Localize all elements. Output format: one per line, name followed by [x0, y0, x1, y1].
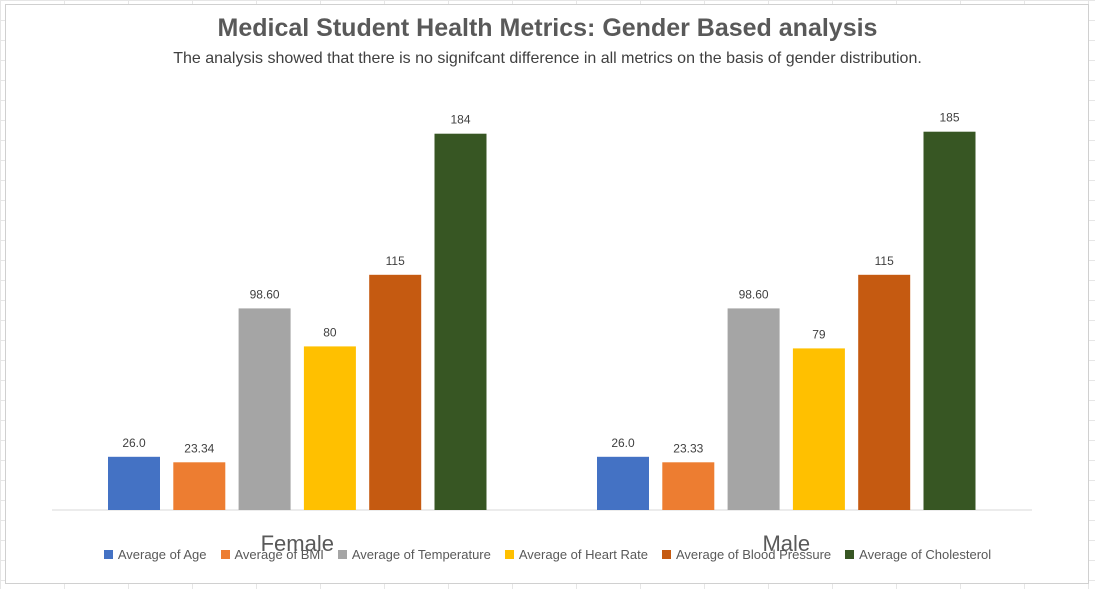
bar[interactable]: [303, 346, 356, 510]
bar[interactable]: [858, 274, 911, 510]
legend-item[interactable]: Average of Temperature: [337, 547, 491, 562]
legend-swatch: [337, 550, 347, 559]
data-label: 98.60: [250, 287, 280, 301]
legend-swatch: [103, 550, 113, 559]
data-label: 79: [812, 327, 826, 341]
legend-item[interactable]: Average of Age: [103, 547, 207, 562]
bar[interactable]: [108, 456, 160, 510]
data-label: 26.0: [122, 436, 146, 450]
legend-swatch: [845, 550, 855, 559]
data-label: 184: [450, 113, 470, 127]
legend-item[interactable]: Average of Heart Rate: [504, 547, 648, 562]
legend-swatch: [504, 550, 514, 559]
legend-label: Average of Temperature: [351, 547, 491, 562]
legend-label: Average of Heart Rate: [518, 547, 648, 562]
bar[interactable]: [434, 133, 487, 510]
data-label: 98.60: [739, 287, 769, 301]
chart-title: Medical Student Health Metrics: Gender B…: [217, 14, 878, 42]
legend-swatch: [220, 550, 230, 559]
bar[interactable]: [173, 462, 226, 510]
data-label: 80: [323, 325, 337, 339]
bar[interactable]: [662, 462, 715, 510]
legend-label: Average of Blood Pressure: [676, 547, 832, 562]
bar[interactable]: [792, 348, 845, 510]
bar[interactable]: [238, 308, 291, 510]
chart-legend: Average of Age Average of BMI Average of T…: [0, 547, 1095, 562]
bar[interactable]: [369, 274, 422, 510]
data-label: 26.0: [611, 436, 635, 450]
category-label: Female: [261, 531, 334, 556]
bar[interactable]: [923, 131, 976, 510]
category-label: Male: [762, 531, 810, 556]
legend-item[interactable]: Average of Blood Pressure: [662, 547, 831, 562]
bar[interactable]: [727, 308, 780, 510]
bar[interactable]: [597, 456, 649, 510]
legend-label: Average of BMI: [234, 547, 324, 562]
legend-label: Average of Cholesterol: [859, 547, 992, 562]
chart-subtitle: The analysis showed that there is no sig…: [173, 50, 922, 67]
legend-label: Average of Age: [117, 547, 207, 562]
legend-swatch: [662, 550, 671, 559]
data-label: 115: [386, 254, 405, 268]
data-label: 23.33: [673, 441, 703, 455]
data-label: 185: [939, 111, 959, 125]
data-label: 23.34: [184, 441, 214, 455]
legend-item[interactable]: Average of BMI: [220, 547, 324, 562]
data-label: 115: [875, 254, 894, 268]
legend-item[interactable]: Average of Cholesterol: [845, 547, 991, 562]
